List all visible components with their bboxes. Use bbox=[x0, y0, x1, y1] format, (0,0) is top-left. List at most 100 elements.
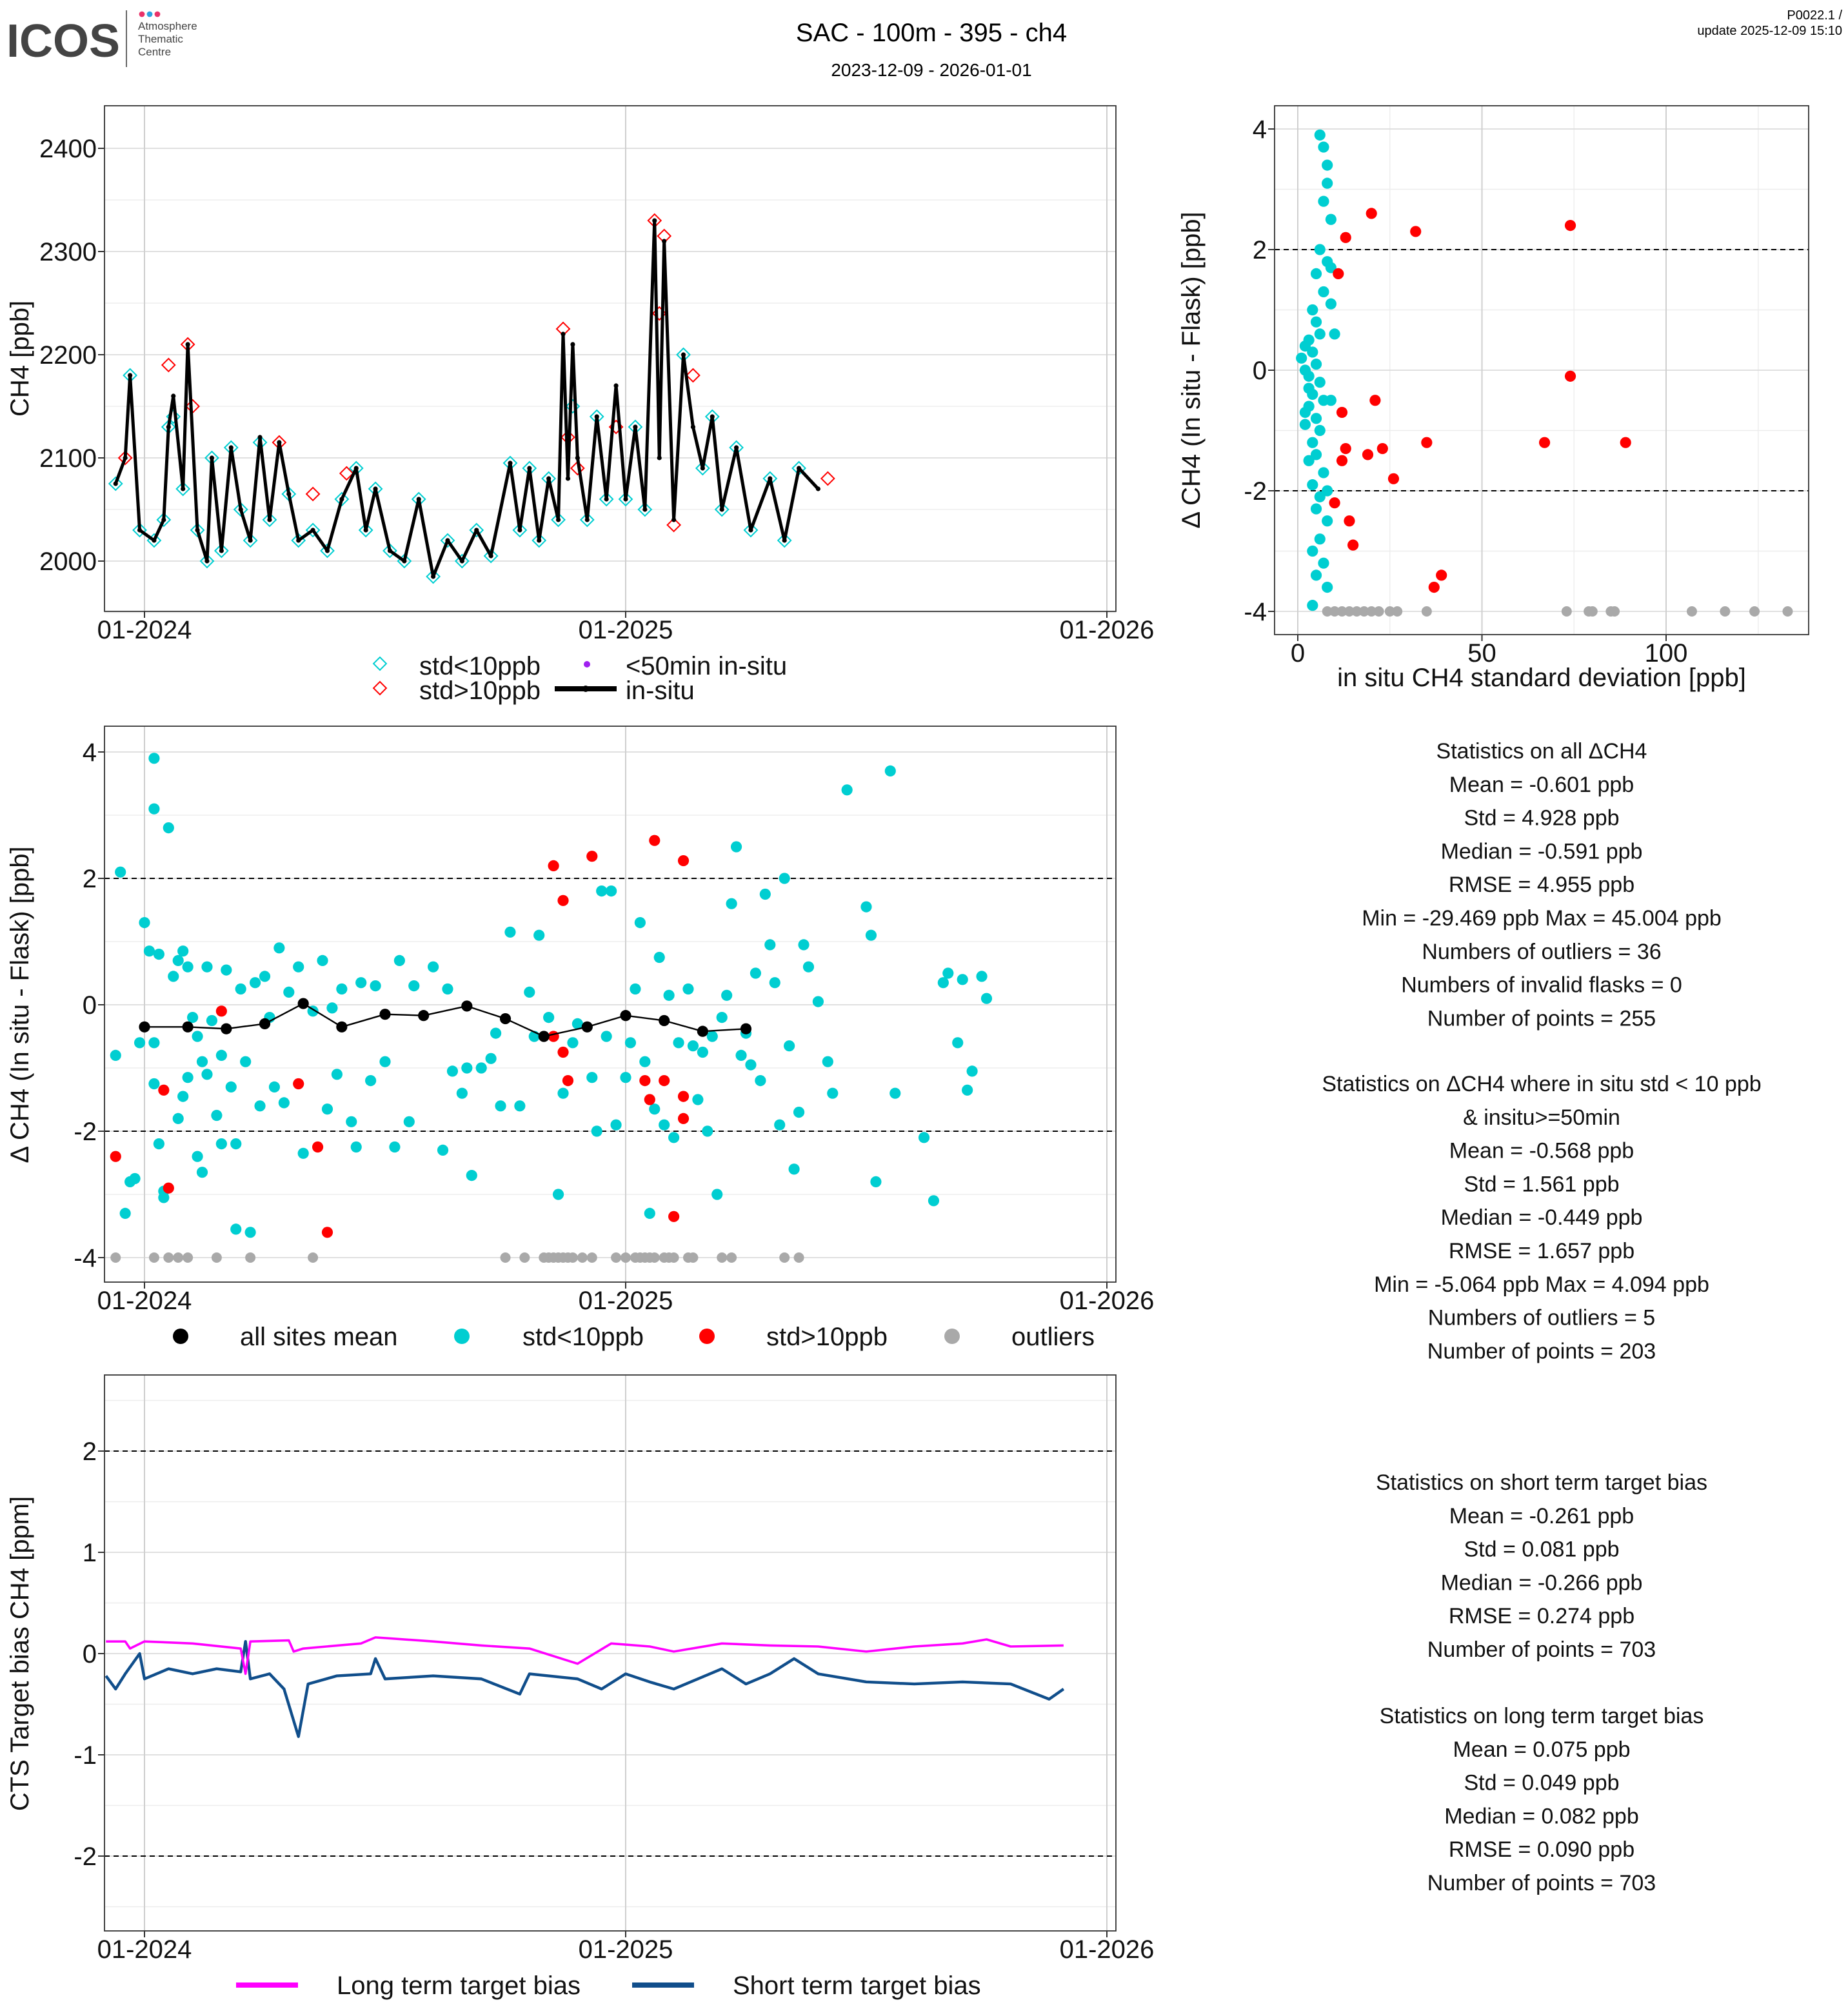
in-situ-point bbox=[402, 559, 407, 564]
flask-std-lt10-marker bbox=[512, 522, 528, 538]
in-situ-point bbox=[575, 455, 581, 460]
flask-std-gt10-marker bbox=[666, 517, 682, 533]
in-situ-point bbox=[561, 331, 566, 337]
stat-line: Numbers of outliers = 36 bbox=[1422, 940, 1661, 964]
stat-line: Median = -0.591 ppb bbox=[1441, 839, 1643, 864]
std-lt10-point bbox=[172, 954, 184, 966]
logo-text: ICOS bbox=[6, 15, 120, 67]
outlier-point bbox=[211, 1252, 222, 1263]
std-lt10-point bbox=[221, 964, 232, 976]
outlier-point bbox=[1329, 606, 1340, 617]
stat-line: Mean = 0.075 ppb bbox=[1453, 1737, 1630, 1762]
in-situ-point bbox=[166, 424, 171, 430]
std-lt10-point bbox=[822, 1056, 833, 1067]
legend-label: std>10ppb bbox=[766, 1323, 888, 1351]
legend-cyan-dot bbox=[454, 1329, 470, 1344]
std-lt10-point bbox=[1322, 515, 1333, 527]
in-situ-point bbox=[594, 414, 599, 419]
std-gt10-point bbox=[1340, 232, 1351, 243]
in-situ-point bbox=[710, 414, 715, 419]
plot-panel-3: -4 -2 0 2 4 01-2024 01-2025 01-2026 bbox=[74, 726, 1154, 1315]
outlier-point bbox=[611, 1252, 622, 1263]
outlier-point bbox=[1373, 606, 1384, 617]
std-lt10-point bbox=[230, 1138, 242, 1150]
flask-std-lt10-marker bbox=[483, 548, 499, 564]
std-gt10-point bbox=[548, 1031, 559, 1042]
std-lt10-point bbox=[653, 951, 665, 964]
in-situ-point bbox=[527, 466, 532, 471]
legend-label: std<10ppb bbox=[522, 1323, 644, 1351]
delta-axis-title: Δ CH4 (In situ - Flask) [ppb] bbox=[6, 846, 34, 1163]
std-lt10-point bbox=[692, 1094, 704, 1105]
y-tick-label: 4 bbox=[83, 738, 97, 767]
flask-std-lt10-marker bbox=[599, 491, 614, 507]
std-lt10-point bbox=[860, 901, 872, 913]
x-tick-label: 01-2026 bbox=[1060, 1935, 1155, 1964]
std-lt10-point bbox=[475, 1062, 487, 1074]
std-lt10-point bbox=[1322, 485, 1333, 497]
std-lt10-point bbox=[601, 1031, 612, 1042]
std-gt10-point bbox=[1421, 437, 1433, 448]
std-gt10-point bbox=[548, 860, 559, 871]
x-tick-label: 01-2025 bbox=[579, 616, 673, 644]
std-lt10-point bbox=[726, 898, 737, 909]
in-situ-line bbox=[114, 219, 820, 578]
stat-line: Median = -0.266 ppb bbox=[1441, 1570, 1643, 1595]
std-lt10-point bbox=[1296, 352, 1307, 364]
std-lt10-point bbox=[235, 983, 246, 995]
std-lt10-point bbox=[211, 1109, 223, 1122]
stat-line: Statistics on ΔCH4 where in situ std < 1… bbox=[1322, 1072, 1761, 1096]
std-lt10-point bbox=[774, 1119, 786, 1131]
std-lt10-point bbox=[466, 1170, 477, 1181]
std-gt10-point bbox=[110, 1151, 121, 1162]
std-lt10-point bbox=[673, 1037, 684, 1049]
flask-std-lt10-marker bbox=[426, 569, 441, 584]
x-tick-label: 01-2026 bbox=[1060, 1287, 1155, 1315]
std-gt10-point bbox=[163, 1182, 174, 1194]
stat-line: Min = -29.469 ppb Max = 45.004 ppb bbox=[1362, 906, 1722, 931]
std-lt10-point bbox=[428, 961, 439, 973]
std-lt10-point bbox=[557, 1087, 569, 1099]
std-lt10-point bbox=[1314, 129, 1326, 141]
std-lt10-point bbox=[769, 977, 780, 989]
stat-line: Numbers of invalid flasks = 0 bbox=[1401, 973, 1682, 998]
legend-purple-dot bbox=[584, 661, 590, 667]
stat-line: RMSE = 4.955 ppb bbox=[1449, 873, 1634, 897]
flask-std-gt10-marker bbox=[161, 357, 176, 373]
outlier-point bbox=[649, 1252, 660, 1263]
std-gt10-point bbox=[659, 1075, 670, 1087]
std-lt10-point bbox=[802, 961, 815, 973]
outlier-point bbox=[1351, 606, 1362, 617]
all-sites-mean-point bbox=[139, 1021, 150, 1033]
all-sites-mean-point bbox=[221, 1023, 232, 1034]
std-lt10-point bbox=[1314, 377, 1326, 388]
plot-panel-2: -4 -2 0 2 4 0 50 100 bbox=[1244, 105, 1809, 667]
outlier-point bbox=[577, 1252, 588, 1263]
std-lt10-point bbox=[706, 1031, 718, 1042]
std-lt10-point bbox=[711, 1189, 723, 1200]
in-situ-point bbox=[204, 559, 210, 564]
std-lt10-point bbox=[980, 993, 993, 1004]
stat-line: Median = -0.449 ppb bbox=[1441, 1205, 1643, 1230]
y-tick-label: 2 bbox=[1253, 236, 1267, 264]
ch4-axis-title: CH4 [ppb] bbox=[6, 301, 34, 417]
stat-line: RMSE = 0.274 ppb bbox=[1449, 1604, 1634, 1628]
std-lt10-point bbox=[456, 1087, 468, 1099]
legend-label: Short term target bias bbox=[733, 1972, 981, 2000]
in-situ-point bbox=[238, 507, 243, 512]
icos-logo: ICOS Atmosphere Thematic Centre bbox=[6, 10, 197, 67]
outlier-point bbox=[183, 1252, 194, 1263]
std-lt10-point bbox=[379, 1056, 391, 1067]
in-situ-point bbox=[209, 455, 215, 460]
std-lt10-point bbox=[702, 1125, 713, 1137]
std-gt10-point bbox=[215, 1005, 227, 1017]
std-gt10-point bbox=[1369, 395, 1381, 406]
plot-panel-4: -2 -1 0 1 2 01-2024 01-2025 01-2026 bbox=[74, 1374, 1155, 1964]
std-lt10-point bbox=[1325, 213, 1336, 225]
in-situ-point bbox=[537, 538, 542, 543]
in-situ-point bbox=[488, 553, 493, 559]
logo-sub-3: Centre bbox=[138, 46, 171, 58]
flask-std-lt10-marker bbox=[175, 481, 191, 497]
version-label: P0022.1 / bbox=[1787, 8, 1842, 23]
stat-line: Number of points = 203 bbox=[1427, 1339, 1656, 1363]
